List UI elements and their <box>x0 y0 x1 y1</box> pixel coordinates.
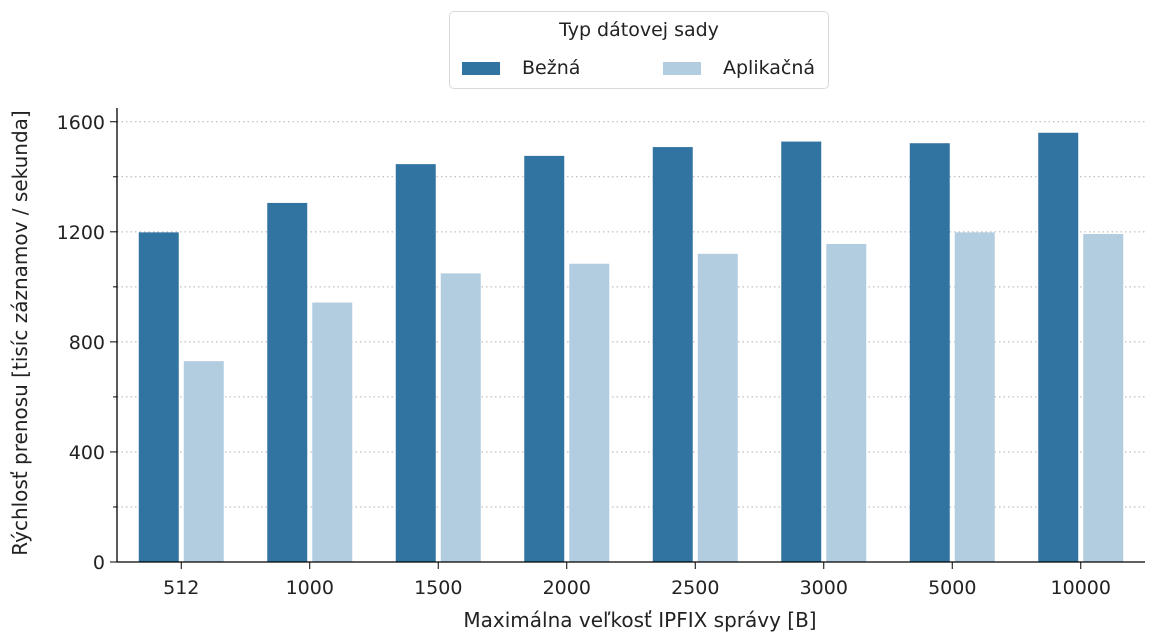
x-tick-label: 10000 <box>1051 577 1111 599</box>
y-axis-label: Rýchlosť prenosu [tisíc záznamov / sekun… <box>8 110 32 555</box>
bar-series-2-512 <box>183 361 224 562</box>
x-tick-label: 1000 <box>286 577 334 599</box>
x-tick-label: 512 <box>163 577 199 599</box>
bar-series-1-1500 <box>395 164 436 562</box>
bar-series-1-5000 <box>909 143 950 562</box>
y-tick-label: 800 <box>69 332 105 354</box>
bar-series-1-10000 <box>1038 132 1079 562</box>
bar-series-1-512 <box>138 232 179 563</box>
bar-series-1-3000 <box>781 141 822 562</box>
bar-series-2-5000 <box>954 232 995 563</box>
x-tick-label: 2000 <box>543 577 591 599</box>
legend-swatch <box>663 62 701 75</box>
x-tick-label: 1500 <box>414 577 462 599</box>
legend-title: Typ dátovej sady <box>559 19 719 41</box>
x-tick-label: 2500 <box>671 577 719 599</box>
legend: Typ dátovej sady Bežná Aplikačná <box>449 11 829 89</box>
y-tick-label: 1200 <box>57 222 105 244</box>
x-tick-label: 3000 <box>800 577 848 599</box>
x-axis-label: Maximálna veľkosť IPFIX správy [B] <box>463 608 816 632</box>
bar-series-1-1000 <box>267 202 308 562</box>
y-tick-labels: 0 400 800 1200 1600 <box>57 112 105 574</box>
axes <box>110 108 1145 569</box>
y-tick-label: 400 <box>69 442 105 464</box>
bar-series-2-2000 <box>569 263 610 562</box>
legend-swatch <box>462 62 500 75</box>
bar-series-2-10000 <box>1083 234 1124 562</box>
bars <box>138 132 1124 563</box>
legend-label: Bežná <box>522 57 581 79</box>
x-tick-label: 5000 <box>928 577 976 599</box>
x-tick-labels: 512 1000 1500 2000 2500 3000 5000 10000 <box>163 577 1111 599</box>
bar-series-2-1000 <box>312 302 353 562</box>
bar-series-2-3000 <box>826 243 867 562</box>
bar-series-1-2000 <box>524 155 565 563</box>
bar-series-1-2500 <box>652 147 693 562</box>
y-tick-label: 1600 <box>57 112 105 134</box>
bar-series-2-2500 <box>697 253 738 562</box>
y-tick-label: 0 <box>93 552 105 574</box>
legend-label: Aplikačná <box>723 57 816 79</box>
bar-series-2-1500 <box>440 273 481 562</box>
